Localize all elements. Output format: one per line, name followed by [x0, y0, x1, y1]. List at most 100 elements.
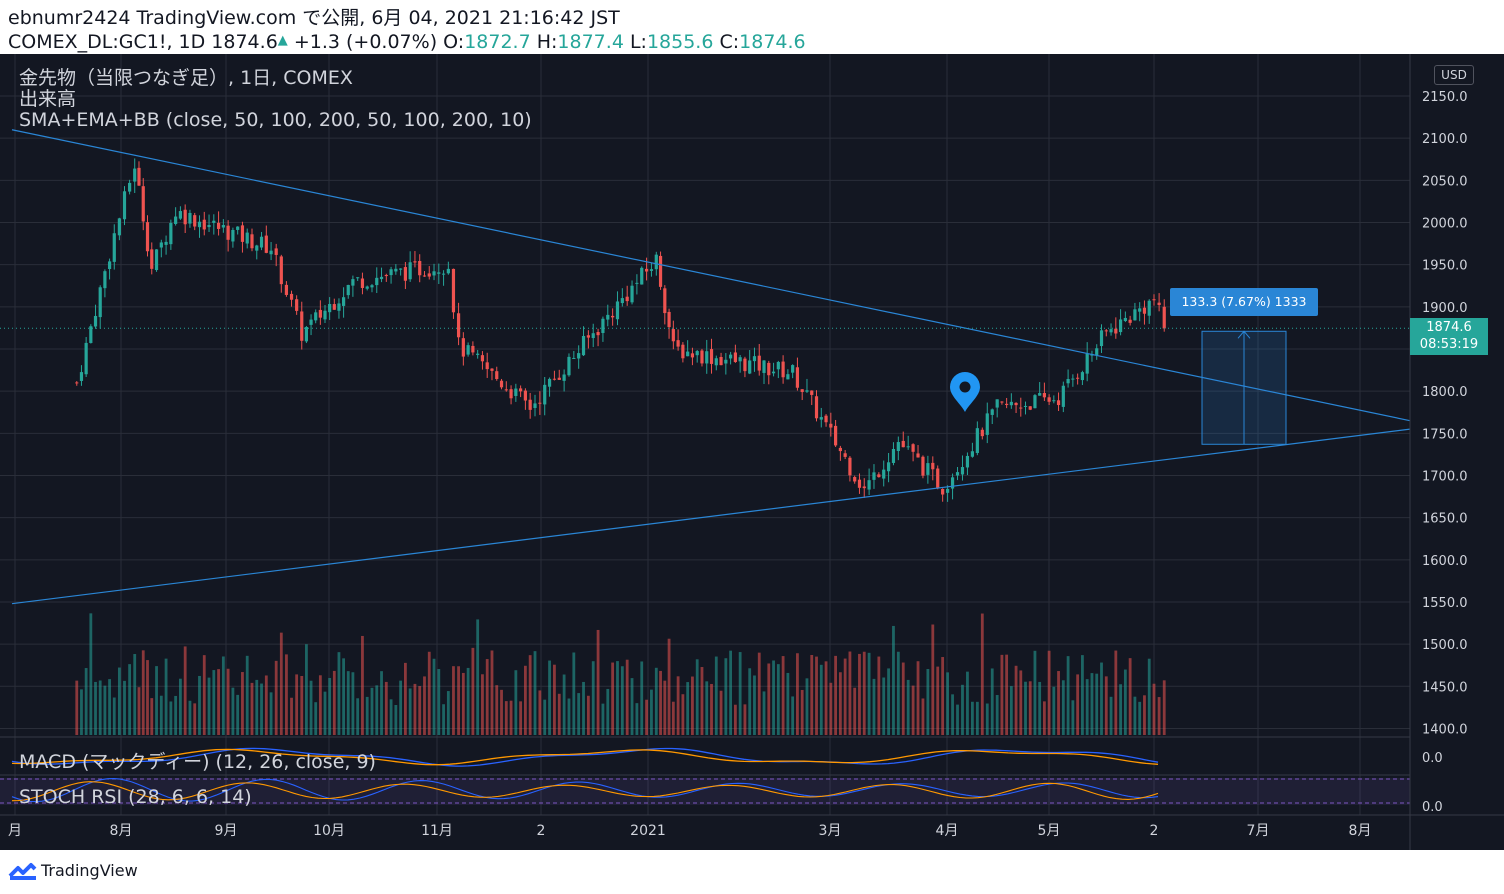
volume-bar — [279, 632, 283, 735]
volume-bar — [1000, 654, 1004, 735]
candle-body — [174, 216, 178, 224]
volume-bar — [351, 672, 355, 735]
candle-body — [533, 403, 537, 408]
volume-bar — [80, 689, 83, 735]
candle-body — [1080, 372, 1085, 381]
volume-bar — [495, 685, 499, 735]
volume-bar — [753, 675, 756, 735]
candle-body — [197, 221, 202, 228]
candle-body — [169, 222, 173, 245]
volume-bar — [446, 691, 450, 735]
volume-bar — [260, 683, 263, 735]
candle-body — [471, 345, 475, 353]
volume-bar — [980, 613, 984, 735]
volume-bar — [681, 694, 685, 735]
volume-bar — [509, 700, 513, 735]
macd-signal — [11, 748, 1159, 766]
volume-bar — [786, 672, 790, 735]
legend-volume[interactable]: 出来高 — [19, 88, 77, 110]
volume-bar — [858, 653, 861, 735]
volume-bar — [956, 704, 959, 735]
candle-body — [1023, 405, 1028, 407]
candle-body — [752, 356, 757, 362]
candle-body — [328, 304, 332, 313]
candle-body — [941, 489, 945, 495]
volume-bar — [650, 689, 653, 735]
candle-body — [1147, 300, 1151, 316]
candle-body — [931, 462, 935, 470]
volume-bar — [700, 667, 704, 735]
currency-badge[interactable]: USD — [1434, 65, 1474, 85]
volume-bar — [772, 660, 775, 735]
volume-bar — [98, 680, 102, 735]
symbol-ohlc: COMEX_DL:GC1!, 1D 1874.6▲ +1.3 (+0.07%) … — [8, 29, 806, 54]
candle-body — [79, 372, 84, 381]
volume-bar — [150, 698, 154, 735]
volume-bar — [791, 696, 795, 735]
volume-bar — [829, 682, 833, 735]
candle-body — [1085, 353, 1089, 374]
candle-body — [259, 236, 264, 248]
candle-body — [284, 284, 289, 295]
volume-bar — [337, 652, 341, 735]
tradingview-logo-icon — [8, 863, 37, 880]
candle-body — [767, 362, 771, 376]
candle-body — [255, 245, 259, 251]
volume-bar — [221, 656, 225, 735]
volume-bar — [108, 679, 111, 735]
candle-body — [379, 276, 384, 280]
candle-body — [867, 480, 871, 490]
volume-bar — [394, 704, 398, 735]
volume-bar — [985, 703, 989, 735]
volume-bar — [1009, 686, 1013, 735]
low-value: 1855.6 — [646, 31, 714, 53]
candle-body — [911, 444, 915, 452]
legend-ma[interactable]: SMA+EMA+BB (close, 50, 100, 200, 50, 100… — [19, 109, 532, 131]
candle-body — [370, 285, 374, 288]
volume-bar — [553, 664, 556, 735]
volume-bar — [1095, 673, 1099, 735]
candle-body — [543, 384, 547, 405]
publish-info: ebnumr2424 TradingView.com で公開, 6月 04, 2… — [8, 7, 620, 29]
volume-bar — [582, 681, 585, 735]
volume-bar — [1133, 696, 1137, 735]
candle-body — [805, 390, 809, 392]
candle-body — [250, 234, 254, 249]
volume-bar — [572, 652, 576, 735]
candle-body — [226, 225, 230, 240]
volume-bar — [346, 671, 350, 735]
chart-area[interactable]: 2150.02100.02050.02000.01950.01900.01850… — [0, 54, 1504, 850]
legend-title[interactable]: 金先物（当限つなぎ足）, 1日, COMEX — [19, 67, 353, 89]
volume-bar — [1042, 701, 1046, 735]
volume-bar — [901, 662, 905, 735]
macd-label[interactable]: MACD (マックディー) (12, 26, close, 9) — [19, 751, 376, 773]
volume-bar — [399, 680, 403, 735]
candle-body — [509, 389, 513, 399]
candle-body — [663, 288, 667, 314]
time-tick-label: 10月 — [313, 823, 345, 839]
price-chart[interactable]: 2150.02100.02050.02000.01950.01900.01850… — [0, 54, 1504, 850]
candle-body — [183, 209, 187, 225]
candle-body — [896, 442, 900, 452]
candle-body — [946, 488, 950, 493]
volume-bar — [117, 667, 121, 735]
volume-bar — [776, 664, 780, 735]
time-tick-label: 11月 — [421, 823, 453, 839]
low-label: L: — [629, 31, 647, 53]
candle-body — [838, 447, 842, 452]
candle-body — [658, 255, 663, 287]
time-tick-label: 3月 — [819, 823, 842, 839]
candle-body — [133, 168, 137, 182]
candle-body — [164, 241, 168, 245]
volume-bar — [476, 619, 480, 735]
candle-body — [432, 271, 436, 276]
volume-bar — [667, 638, 671, 735]
volume-bar — [380, 671, 383, 735]
candle-body — [413, 261, 417, 263]
candle-body — [781, 361, 785, 378]
stoch-rsi-label[interactable]: STOCH RSI (28, 6, 6, 14) — [19, 786, 252, 808]
high-value: 1877.4 — [557, 31, 624, 53]
volume-bar — [601, 703, 605, 735]
volume-bar — [767, 663, 771, 735]
candle-body — [1118, 319, 1123, 333]
